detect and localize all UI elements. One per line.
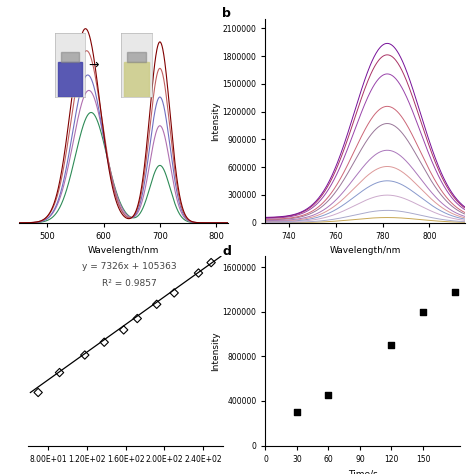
X-axis label: Wavelength/nm: Wavelength/nm	[329, 246, 401, 255]
Text: R² = 0.9857: R² = 0.9857	[102, 279, 157, 288]
Point	[153, 301, 161, 308]
X-axis label: Time/s: Time/s	[348, 469, 377, 474]
Point	[207, 259, 215, 266]
Point	[388, 341, 395, 349]
Point	[293, 408, 301, 416]
Point	[451, 288, 458, 295]
Text: y = 7326x + 105363: y = 7326x + 105363	[82, 262, 177, 271]
Point	[325, 392, 332, 399]
Y-axis label: Intensity: Intensity	[210, 331, 219, 371]
Point	[195, 269, 202, 277]
Point	[120, 326, 128, 334]
Point	[419, 308, 427, 316]
Point	[35, 389, 42, 396]
Bar	[124, 62, 149, 97]
Bar	[127, 52, 146, 62]
Y-axis label: Intensity: Intensity	[210, 101, 219, 141]
Point	[81, 351, 89, 359]
Point	[56, 369, 64, 376]
Bar	[61, 52, 79, 62]
Bar	[58, 62, 82, 97]
Text: b: b	[222, 7, 230, 20]
Point	[170, 289, 178, 297]
Point	[100, 338, 108, 346]
Point	[134, 315, 141, 322]
X-axis label: Wavelength/nm: Wavelength/nm	[88, 246, 159, 255]
Text: →: →	[89, 59, 99, 72]
Text: d: d	[223, 245, 232, 257]
